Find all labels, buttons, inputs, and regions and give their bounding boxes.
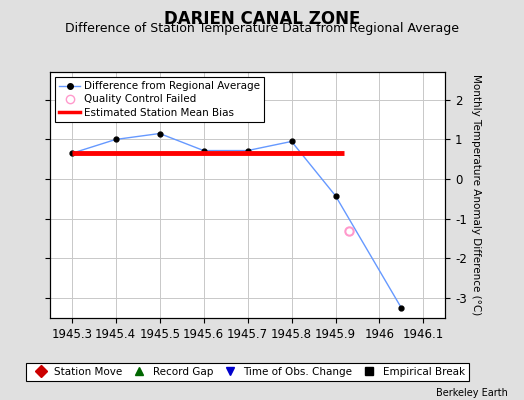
Legend: Station Move, Record Gap, Time of Obs. Change, Empirical Break: Station Move, Record Gap, Time of Obs. C… [26,362,469,381]
Text: Difference of Station Temperature Data from Regional Average: Difference of Station Temperature Data f… [65,22,459,35]
Text: DARIEN CANAL ZONE: DARIEN CANAL ZONE [164,10,360,28]
Y-axis label: Monthly Temperature Anomaly Difference (°C): Monthly Temperature Anomaly Difference (… [471,74,481,316]
Text: Berkeley Earth: Berkeley Earth [436,388,508,398]
